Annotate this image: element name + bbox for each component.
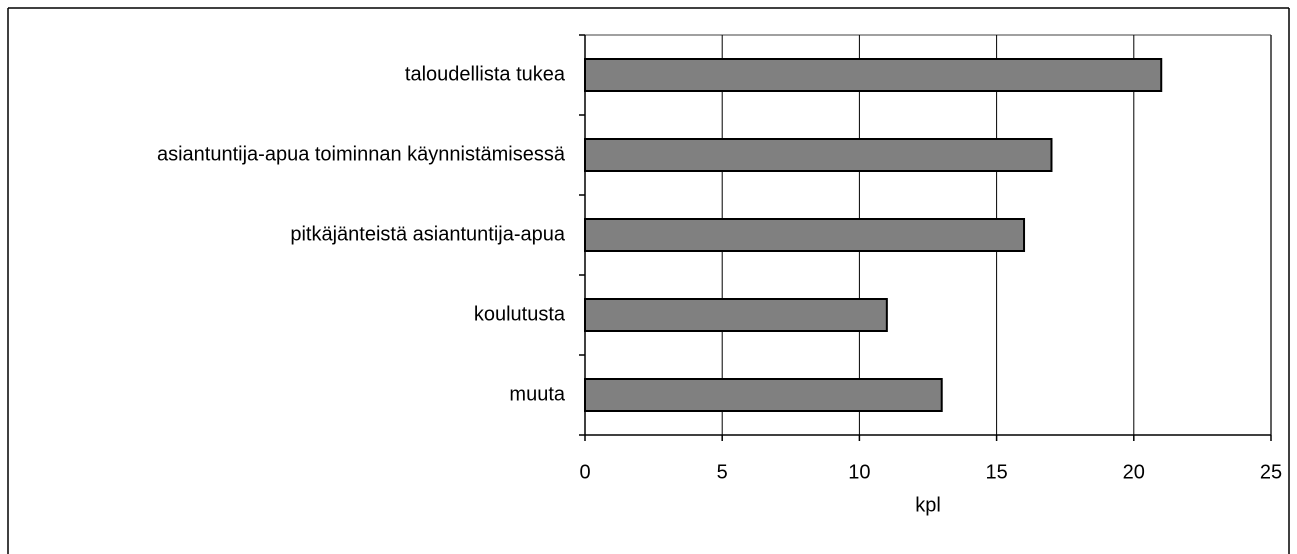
bar [584,218,1026,252]
x-tick-label: 20 [1123,461,1145,483]
y-tick-label: pitkäjänteistä asiantuntija-apua [290,223,566,245]
y-tick-label: muuta [509,383,565,405]
bar [584,378,943,412]
x-tick-label: 5 [717,461,728,483]
x-axis-label: kpl [915,494,941,516]
bar [584,298,888,332]
x-tick-label: 10 [848,461,870,483]
x-tick-label: 0 [579,461,590,483]
y-tick-label: asiantuntija-apua toiminnan käynnistämis… [157,143,566,165]
y-tick-label: taloudellista tukea [405,63,566,85]
x-tick-label: 15 [985,461,1007,483]
bar [584,58,1163,92]
bar [584,138,1053,172]
x-tick-label: 25 [1260,461,1282,483]
y-tick-label: koulutusta [474,303,566,325]
